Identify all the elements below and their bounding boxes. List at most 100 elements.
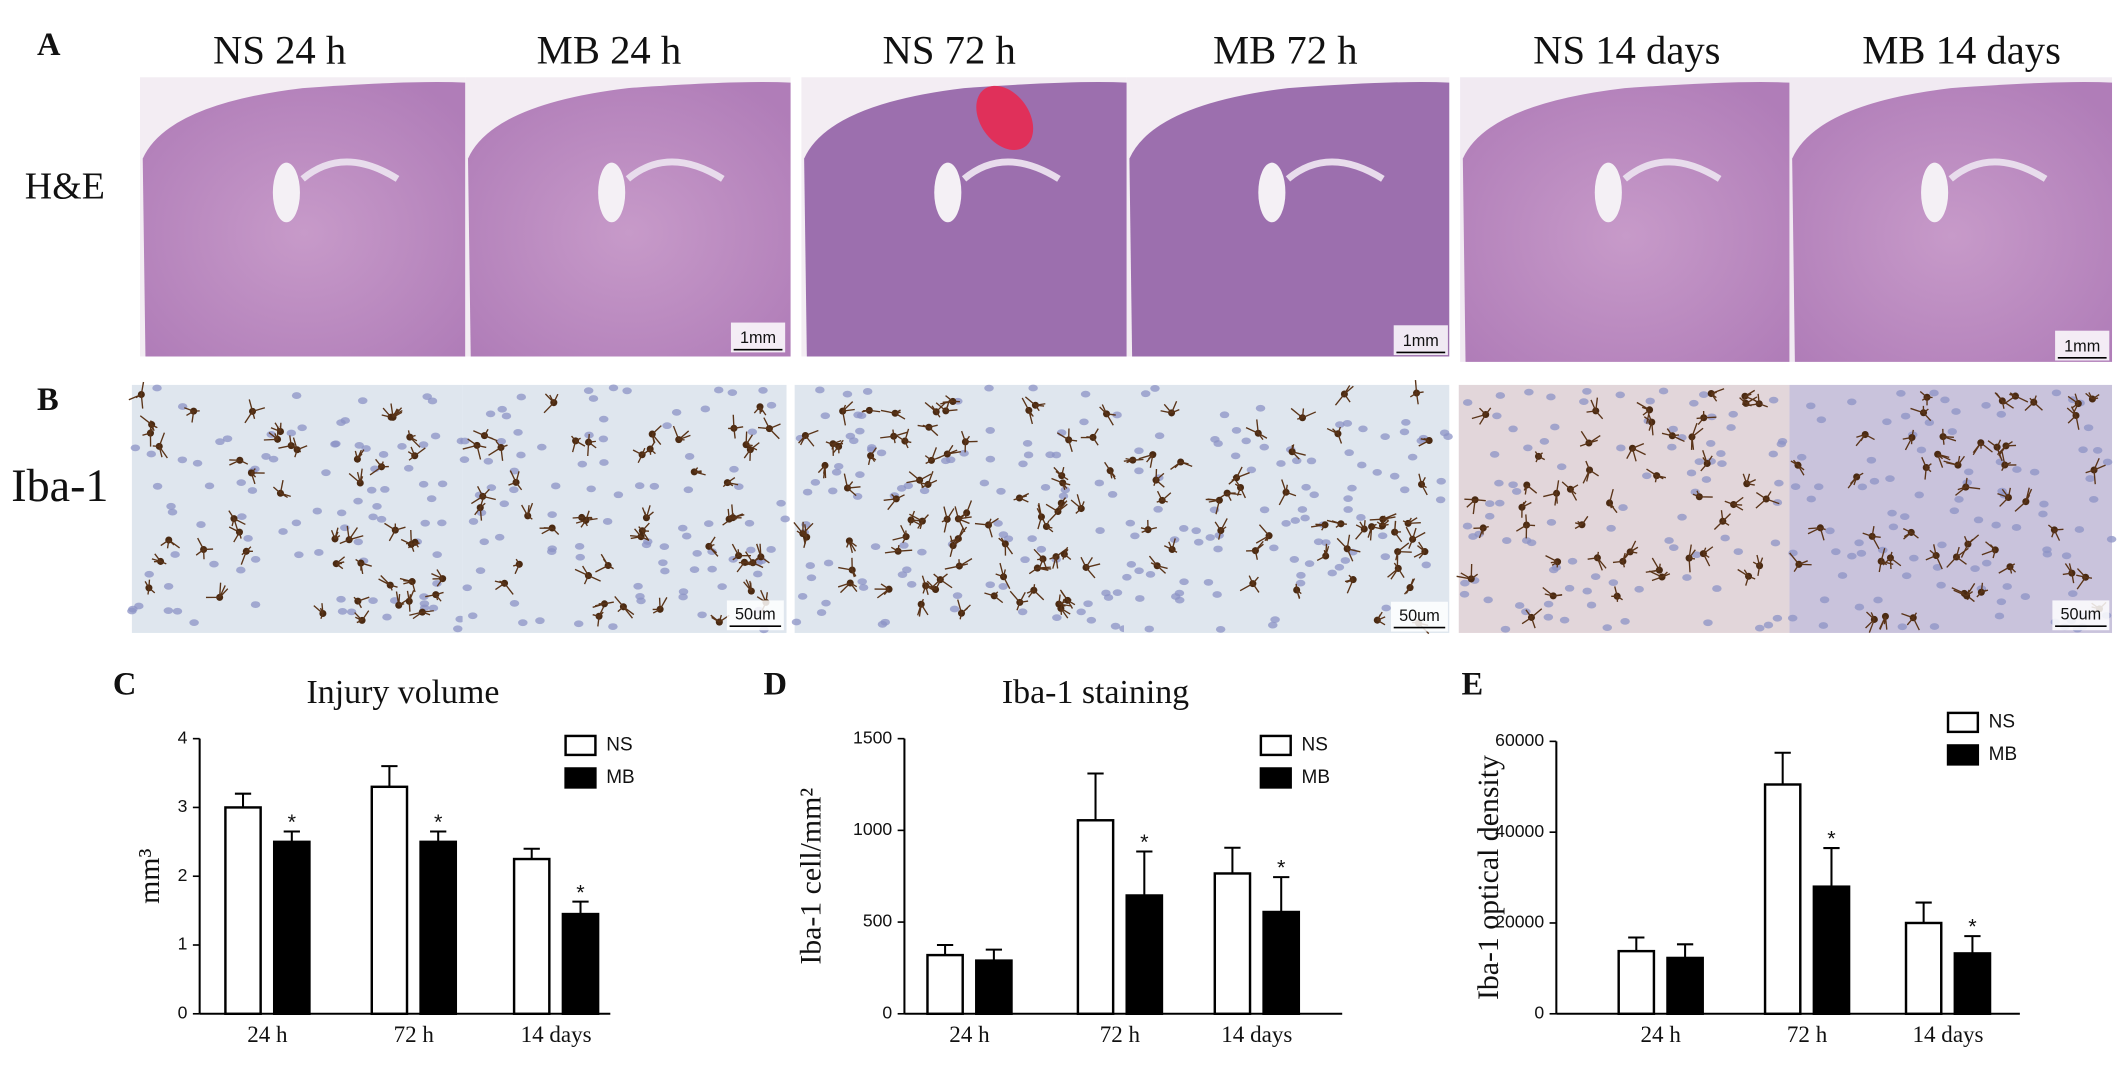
nucleus <box>805 562 816 569</box>
nucleus <box>1269 544 1279 552</box>
nucleus <box>368 513 378 521</box>
microglia-process <box>880 429 908 444</box>
microglia-process <box>1545 555 1559 568</box>
microglia-process <box>641 505 654 519</box>
nucleus <box>959 449 969 457</box>
microglia-process <box>1104 461 1116 480</box>
hippocampus <box>1285 158 1385 182</box>
microglia-process <box>2085 392 2100 400</box>
nucleus <box>2042 550 2053 558</box>
nucleus <box>746 546 756 554</box>
microglia-process <box>228 510 246 531</box>
microglia-process <box>1942 428 1957 445</box>
microglia-process <box>1036 502 1043 530</box>
nucleus <box>1699 391 1709 399</box>
microglia-process <box>195 537 214 560</box>
nucleus <box>1230 452 1241 460</box>
nucleus <box>1664 537 1674 544</box>
nucleus <box>1523 444 1533 452</box>
microglia-process <box>184 407 200 423</box>
microglia-process <box>1140 519 1157 534</box>
nucleus <box>250 601 261 608</box>
brain-section <box>142 81 466 357</box>
nucleus <box>823 559 834 567</box>
nucleus <box>1399 428 1410 436</box>
microglia-process <box>1626 443 1646 462</box>
y-tick-label: 20000 <box>1495 912 1544 932</box>
nucleus <box>917 548 927 556</box>
microglia-process <box>1099 404 1116 426</box>
nucleus <box>1459 590 1470 598</box>
microglia-process <box>244 399 266 424</box>
nucleus <box>622 387 632 395</box>
nucleus <box>167 508 178 516</box>
nucleus <box>1297 506 1308 513</box>
nucleus <box>354 441 364 449</box>
nucleus <box>1483 596 1493 604</box>
microglia-process <box>1960 534 1980 558</box>
microglia-process <box>708 536 719 557</box>
microglia-process <box>1713 510 1732 531</box>
microglia-process <box>521 502 534 520</box>
nucleus <box>1343 506 1353 513</box>
nucleus <box>1112 589 1123 597</box>
nucleus <box>1241 437 1251 445</box>
legend-swatch <box>1259 767 1292 789</box>
hippocampus <box>961 158 1061 182</box>
microglia-process <box>917 598 929 617</box>
nucleus <box>1869 477 1880 485</box>
image-title: MB 14 days <box>1862 28 2061 73</box>
microglia-process <box>144 579 156 595</box>
ventricle <box>1594 162 1622 223</box>
hemorrhage <box>976 85 1034 150</box>
nucleus <box>340 417 351 424</box>
nucleus <box>1787 614 1798 622</box>
microglia-process <box>1702 546 1714 567</box>
microglia-process <box>1661 428 1685 443</box>
nucleus <box>1929 623 1940 630</box>
nucleus <box>1882 418 1892 426</box>
nucleus <box>152 482 163 490</box>
nucleus <box>1546 519 1557 526</box>
nucleus <box>2039 500 2049 508</box>
microglia-process <box>1521 608 1543 629</box>
nucleus <box>797 592 808 600</box>
nucleus <box>1219 411 1230 419</box>
bar <box>975 959 1013 1016</box>
nucleus <box>1301 483 1311 491</box>
y-tick-label: 1000 <box>853 819 892 839</box>
nucleus <box>291 519 302 527</box>
bar <box>224 806 262 1016</box>
nucleus <box>366 486 377 494</box>
microglia-process <box>748 543 770 566</box>
nucleus <box>1281 520 1291 527</box>
legend-label: MB <box>606 767 634 788</box>
nucleus <box>1134 447 1144 455</box>
nucleus <box>791 618 802 626</box>
nucleus <box>378 451 389 458</box>
nucleus <box>1991 521 2001 529</box>
nucleus <box>1126 561 1137 568</box>
nucleus <box>758 386 768 394</box>
nucleus <box>1726 424 1736 431</box>
chart-title: Iba-1 staining <box>1002 674 1189 711</box>
microglia-process <box>630 528 650 541</box>
legend-swatch <box>564 734 597 757</box>
microglia-process <box>335 556 346 570</box>
image-title: NS 72 h <box>883 28 1016 73</box>
microglia-process <box>142 420 155 447</box>
nucleus <box>337 607 348 615</box>
nucleus <box>1268 621 1278 629</box>
nucleus <box>509 486 519 494</box>
microglia-process <box>1579 430 1601 447</box>
microglia-process <box>1919 391 1933 406</box>
microglia-process <box>384 522 406 542</box>
microglia-process <box>1369 513 1397 521</box>
x-tick-label: 72 h <box>394 1021 435 1047</box>
nucleus <box>468 612 478 620</box>
nucleus <box>753 570 763 578</box>
microglia-process <box>1543 480 1560 506</box>
nucleus <box>1213 440 1223 447</box>
microglia-process <box>880 409 906 420</box>
microglia-process <box>395 591 410 606</box>
